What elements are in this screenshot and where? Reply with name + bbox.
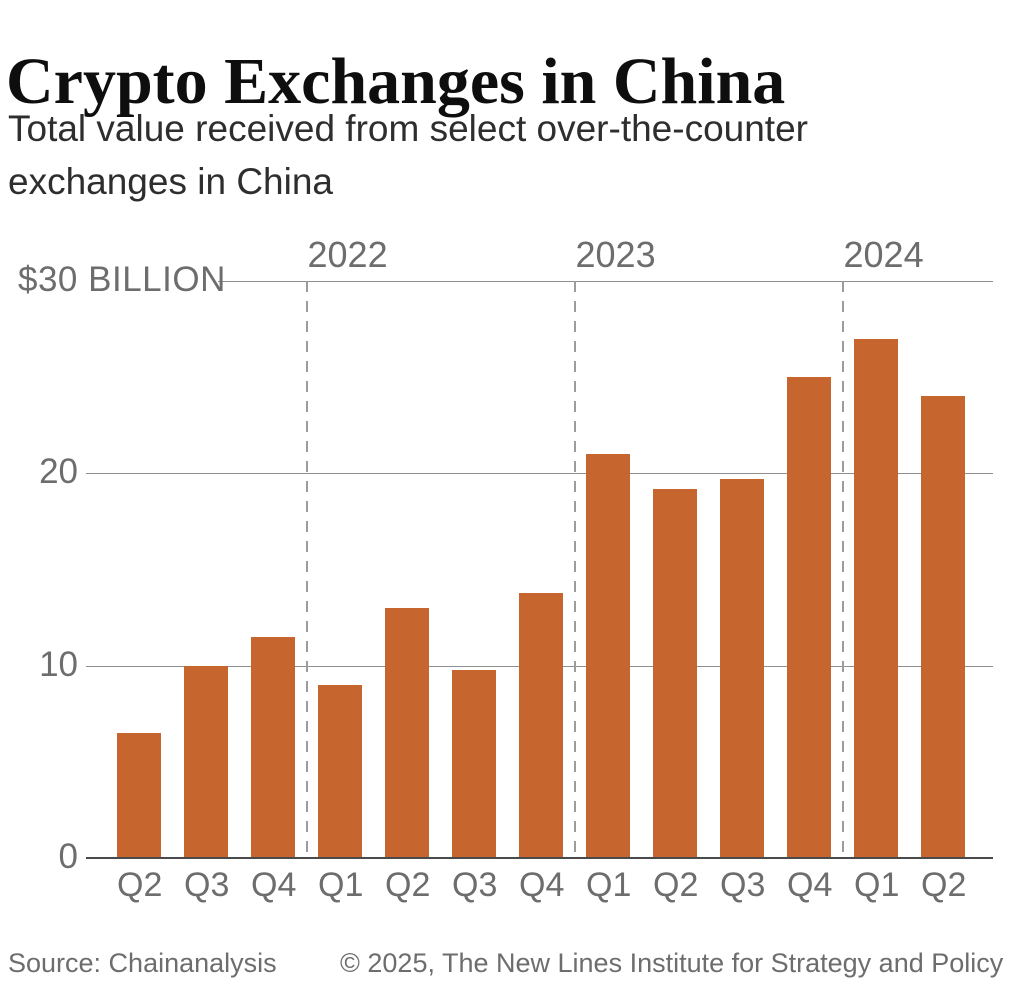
bar-Q1-7 — [586, 454, 630, 858]
x-tick-Q4-10: Q4 — [787, 866, 833, 904]
chart-subtitle: Total value received from select over-th… — [8, 108, 808, 202]
bar-Q3-5 — [452, 669, 496, 858]
bar-Q1-11 — [854, 338, 898, 858]
year-label-2022: 2022 — [307, 234, 388, 275]
x-axis-labels: Q2 Q3 Q4 Q1 Q2 Q3 Q4 Q1 Q2 Q3 Q4 Q1 Q2 — [117, 866, 967, 905]
x-tick-Q2-8: Q2 — [653, 866, 699, 904]
y-tick-20: 20 — [39, 452, 78, 492]
bar-Q1-3 — [318, 684, 362, 858]
bar-Q4-2 — [251, 636, 295, 858]
x-tick-Q4-2: Q4 — [251, 866, 297, 904]
y-tick-30: $30 BILLION — [18, 260, 226, 300]
bar-Q2-4 — [385, 607, 429, 858]
y-tick-0: 0 — [58, 837, 78, 877]
x-tick-Q1-7: Q1 — [586, 866, 632, 904]
x-tick-Q1-11: Q1 — [854, 866, 900, 904]
copyright-notice: © 2025, The New Lines Institute for Stra… — [340, 948, 1004, 978]
gridline-30 — [218, 281, 993, 282]
source-credit: Source: Chainanalysis — [8, 948, 277, 978]
x-tick-Q2-0: Q2 — [117, 866, 163, 904]
gridline-20 — [86, 473, 993, 475]
year-separator-2022 — [305, 281, 308, 858]
x-tick-Q3-9: Q3 — [720, 866, 766, 904]
x-tick-Q3-1: Q3 — [184, 866, 230, 904]
bar-Q3-9 — [720, 479, 764, 858]
year-separator-2024 — [841, 281, 844, 858]
page-title: Crypto Exchanges in China — [6, 45, 786, 119]
x-tick-Q4-6: Q4 — [519, 866, 565, 904]
year-separator-2023 — [573, 281, 576, 858]
x-tick-Q1-3: Q1 — [318, 866, 364, 904]
y-tick-10: 10 — [39, 644, 78, 684]
year-label-2023: 2023 — [575, 234, 656, 275]
x-axis-baseline — [86, 857, 993, 859]
bar-Q4-10 — [787, 377, 831, 858]
x-tick-Q3-5: Q3 — [452, 866, 498, 904]
bar-Q2-0 — [117, 732, 161, 858]
x-tick-Q2-12: Q2 — [921, 866, 967, 904]
year-label-2024: 2024 — [843, 234, 924, 275]
bar-Q2-8 — [653, 488, 697, 858]
bar-Q2-12 — [921, 396, 965, 858]
plot-area: 2022 2023 2024 — [86, 234, 993, 859]
bars-group — [117, 281, 965, 858]
x-tick-Q2-4: Q2 — [385, 866, 431, 904]
bar-Q3-1 — [184, 665, 228, 858]
bar-Q4-6 — [519, 592, 563, 858]
